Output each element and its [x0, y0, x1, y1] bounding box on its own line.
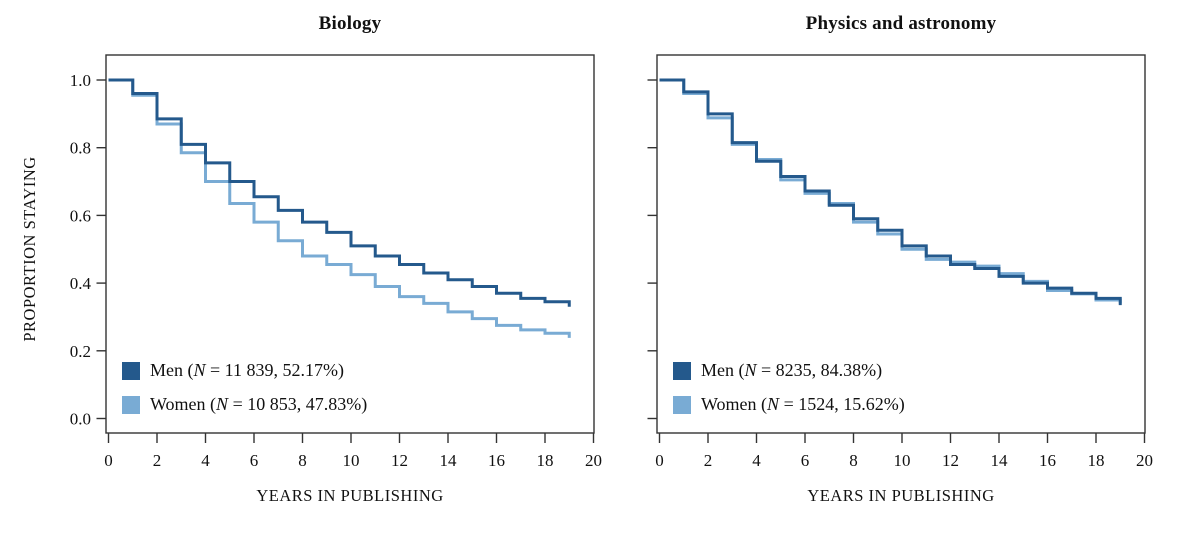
svg-text:10: 10: [894, 451, 911, 470]
svg-text:20: 20: [585, 451, 602, 470]
legend-label-part: = 1524, 15.62%): [779, 394, 905, 414]
svg-text:20: 20: [1136, 451, 1153, 470]
svg-text:0.0: 0.0: [70, 410, 91, 429]
legend-label-part: N: [216, 394, 229, 414]
svg-text:0.4: 0.4: [70, 274, 92, 293]
legend-swatch-women: [673, 395, 691, 414]
svg-text:4: 4: [201, 451, 210, 470]
legend-item-women: Women (N = 10 853, 47.83%): [122, 394, 367, 415]
y-axis-label: PROPORTION STAYING: [20, 156, 39, 342]
legend-label-women: Women (N = 10 853, 47.83%): [150, 394, 367, 415]
legend-label-part: N: [767, 394, 780, 414]
legend-swatch-women: [122, 395, 140, 414]
x-axis-label-physics: YEARS IN PUBLISHING: [807, 486, 995, 505]
legend-label-part: = 11 839, 52.17%): [205, 360, 344, 380]
svg-text:0.2: 0.2: [70, 342, 91, 361]
svg-text:1.0: 1.0: [70, 71, 91, 90]
chart-title-biology: Biology: [318, 13, 382, 34]
svg-text:8: 8: [849, 451, 858, 470]
svg-text:0: 0: [655, 451, 664, 470]
legend-item-men: Men (N = 8235, 84.38%): [673, 360, 905, 381]
legend-physics: Men (N = 8235, 84.38%) Women (N = 1524, …: [673, 360, 905, 429]
svg-text:4: 4: [752, 451, 761, 470]
svg-text:12: 12: [942, 451, 959, 470]
legend-label-part: N: [744, 360, 757, 380]
svg-text:0: 0: [104, 451, 113, 470]
svg-text:10: 10: [343, 451, 360, 470]
legend-label-part: Women (: [701, 394, 768, 414]
svg-text:2: 2: [704, 451, 713, 470]
legend-label-part: Men (: [150, 360, 194, 380]
svg-text:6: 6: [801, 451, 810, 470]
legend-label-women: Women (N = 1524, 15.62%): [701, 394, 905, 415]
legend-label-part: = 10 853, 47.83%): [228, 394, 368, 414]
legend-label-men: Men (N = 8235, 84.38%): [701, 360, 882, 381]
svg-text:16: 16: [488, 451, 505, 470]
svg-text:2: 2: [153, 451, 162, 470]
svg-text:0.8: 0.8: [70, 139, 91, 158]
svg-text:18: 18: [537, 451, 554, 470]
svg-text:14: 14: [440, 451, 458, 470]
legend-swatch-men: [673, 361, 691, 380]
svg-text:0.6: 0.6: [70, 206, 91, 225]
x-axis-label-biology: YEARS IN PUBLISHING: [256, 486, 444, 505]
legend-swatch-men: [122, 361, 140, 380]
legend-label-part: Men (: [701, 360, 745, 380]
legend-label-part: = 8235, 84.38%): [756, 360, 883, 380]
legend-item-men: Men (N = 11 839, 52.17%): [122, 360, 367, 381]
svg-text:6: 6: [250, 451, 259, 470]
legend-label-part: Women (: [150, 394, 217, 414]
legend-item-women: Women (N = 1524, 15.62%): [673, 394, 905, 415]
chart-title-physics: Physics and astronomy: [805, 13, 997, 34]
legend-label-part: N: [193, 360, 206, 380]
svg-text:18: 18: [1088, 451, 1105, 470]
svg-text:14: 14: [991, 451, 1009, 470]
svg-text:12: 12: [391, 451, 408, 470]
legend-biology: Men (N = 11 839, 52.17%) Women (N = 10 8…: [122, 360, 367, 429]
svg-text:16: 16: [1039, 451, 1056, 470]
svg-text:8: 8: [298, 451, 307, 470]
legend-label-men: Men (N = 11 839, 52.17%): [150, 360, 344, 381]
